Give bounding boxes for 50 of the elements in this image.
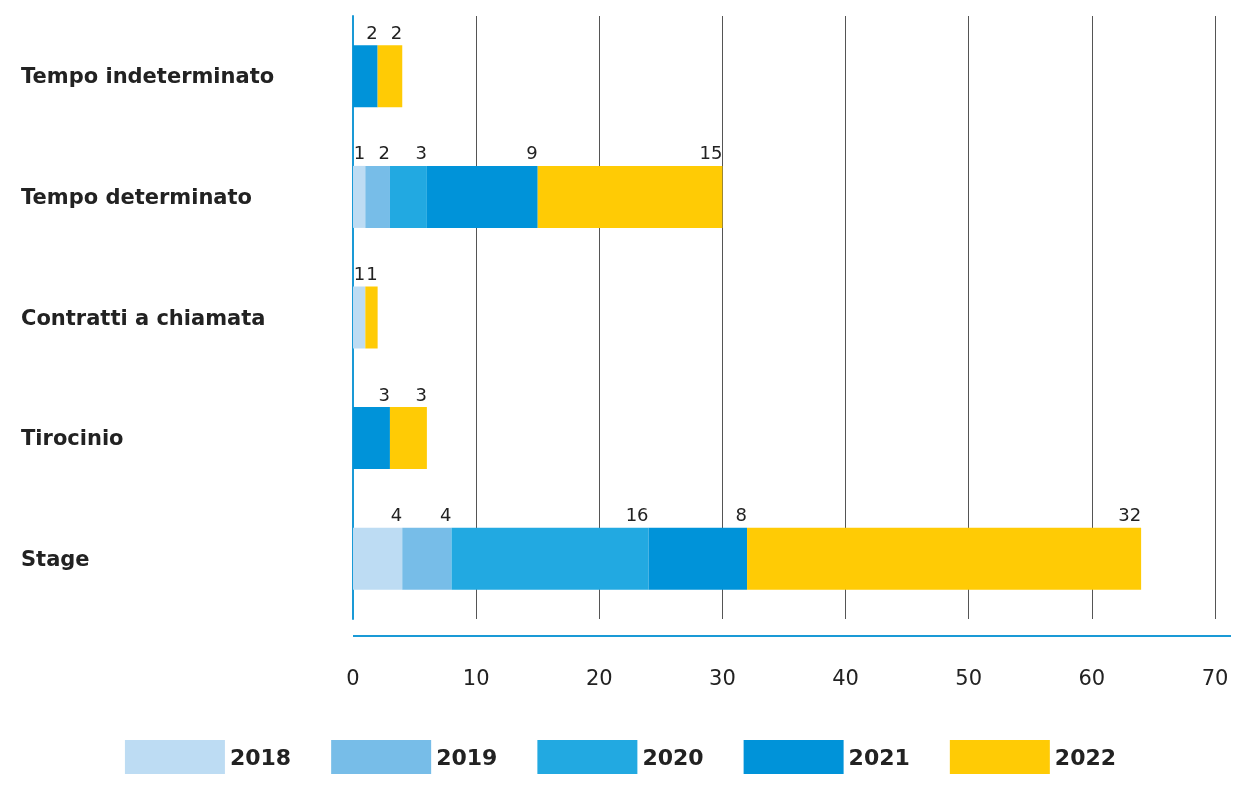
x-tick-label: 10 bbox=[462, 665, 490, 690]
x-tick-label: 70 bbox=[1201, 665, 1229, 690]
legend-label: 2020 bbox=[642, 744, 704, 770]
y-tick-label: Contratti a chiamata bbox=[21, 305, 266, 330]
bar bbox=[402, 527, 452, 590]
y-tick-label: Stage bbox=[21, 546, 90, 571]
y-tick-label: Tempo indeterminato bbox=[21, 64, 275, 89]
data-label: 32 bbox=[1118, 504, 1142, 526]
data-label: 8 bbox=[735, 504, 748, 526]
data-label: 1 bbox=[366, 263, 378, 284]
bar bbox=[389, 165, 427, 228]
x-tick-label: 60 bbox=[1078, 665, 1106, 690]
data-label: 3 bbox=[415, 383, 427, 405]
data-label: 1 bbox=[353, 263, 366, 284]
bar bbox=[426, 165, 538, 228]
x-tick-label: 30 bbox=[709, 665, 736, 690]
bar bbox=[537, 165, 723, 228]
legend-label: 2018 bbox=[229, 744, 292, 770]
data-label: 2 bbox=[390, 21, 403, 43]
x-tick-label: 0 bbox=[346, 665, 360, 690]
data-label: 16 bbox=[625, 504, 649, 526]
data-label: 4 bbox=[390, 504, 403, 526]
data-label: 1 bbox=[353, 142, 366, 164]
data-label: 3 bbox=[378, 383, 390, 405]
bar bbox=[377, 45, 403, 108]
x-tick-label: 40 bbox=[832, 665, 859, 690]
bar bbox=[353, 45, 378, 108]
data-label: 3 bbox=[415, 142, 427, 164]
x-tick-label: 50 bbox=[955, 665, 983, 690]
legend-label: 2019 bbox=[436, 744, 498, 770]
bar bbox=[353, 527, 403, 590]
bar bbox=[747, 527, 1142, 590]
y-tick-label: Tirocinio bbox=[21, 426, 124, 451]
legend-label: 2021 bbox=[848, 744, 910, 770]
bar bbox=[365, 286, 378, 349]
bar bbox=[648, 527, 748, 590]
bar bbox=[353, 165, 366, 228]
bar bbox=[353, 407, 390, 470]
bar bbox=[389, 407, 427, 470]
data-label: 9 bbox=[526, 142, 538, 164]
bar bbox=[451, 527, 649, 590]
data-label: 2 bbox=[366, 21, 378, 43]
legend-label: 2022 bbox=[1054, 744, 1117, 770]
data-label: 4 bbox=[440, 504, 452, 526]
data-label: 15 bbox=[699, 142, 723, 164]
bar bbox=[365, 165, 390, 228]
y-tick-label: Tempo determinato bbox=[21, 184, 253, 209]
bar bbox=[353, 286, 366, 349]
x-tick-label: 20 bbox=[585, 665, 613, 690]
data-label: 2 bbox=[378, 142, 390, 164]
